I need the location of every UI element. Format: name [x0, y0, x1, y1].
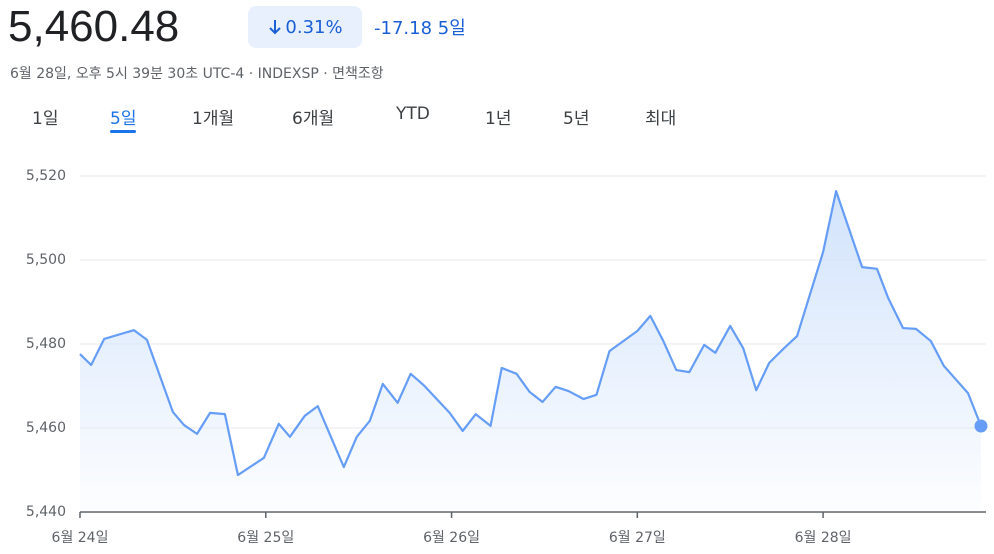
change-pct: 0.31% — [285, 16, 343, 38]
tab[interactable]: YTD — [396, 104, 430, 124]
area — [80, 191, 981, 512]
x-tick-label: 6월 27일 — [609, 530, 666, 546]
price: 5,460.48 — [8, 2, 180, 51]
tab[interactable]: 1년 — [485, 109, 512, 129]
y-tick-label: 5,480 — [26, 336, 66, 352]
tab[interactable]: 5년 — [563, 109, 590, 129]
period: 5일 — [437, 18, 466, 39]
x-tick-label: 6월 28일 — [795, 530, 852, 546]
x-tick-label: 6월 25일 — [237, 530, 294, 546]
tab[interactable]: 1일 — [32, 109, 59, 129]
tab[interactable]: 최대 — [645, 109, 677, 129]
y-tick-label: 5,440 — [26, 504, 66, 520]
x-tick-label: 6월 26일 — [423, 530, 480, 546]
y-tick-label: 5,500 — [26, 252, 66, 268]
tab[interactable]: 5일 — [110, 104, 137, 133]
tab-underline — [110, 130, 137, 133]
change: -17.18 5일 — [374, 14, 466, 40]
change-pill: 0.31% — [248, 6, 362, 48]
end-dot — [974, 419, 988, 433]
down-arrow — [269, 20, 282, 35]
change-value: -17.18 — [374, 18, 433, 39]
line — [79, 190, 983, 477]
x-tick-label: 6월 24일 — [52, 530, 109, 546]
tab[interactable]: 1개월 — [192, 109, 235, 129]
meta: 6월 28일, 오후 5시 39분 30초 UTC-4 · INDEXSP · … — [10, 66, 384, 82]
y-tick-label: 5,460 — [26, 420, 66, 436]
y-tick-label: 5,520 — [26, 168, 66, 184]
tab[interactable]: 6개월 — [292, 109, 335, 129]
